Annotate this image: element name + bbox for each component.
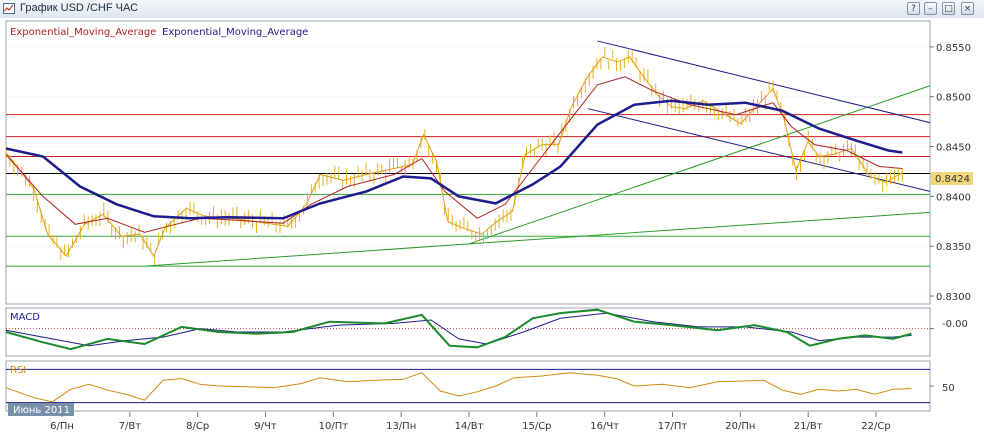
rsi-lines bbox=[5, 368, 934, 404]
macd-main-line bbox=[5, 308, 912, 351]
ema-slow-line bbox=[5, 99, 903, 220]
window-title: График USD /CHF ЧАС bbox=[20, 2, 139, 14]
rsi-line bbox=[5, 372, 912, 403]
price-tick-label: 0.8450 bbox=[936, 143, 971, 154]
time-tick-label: 10/Пт bbox=[319, 421, 349, 432]
time-tick-label: 15/Ср bbox=[522, 421, 551, 432]
time-tick-label: 7/Вт bbox=[119, 421, 142, 432]
maximize-button[interactable]: □ bbox=[942, 2, 955, 15]
price-tick-label: 0.8500 bbox=[936, 93, 971, 104]
trendline[interactable] bbox=[597, 40, 931, 124]
chart-window-icon bbox=[3, 3, 15, 14]
period-badge bbox=[8, 403, 74, 416]
time-tick-label: 22/Ср bbox=[861, 421, 890, 432]
time-tick-label: 13/Пн bbox=[386, 421, 416, 432]
price-pane bbox=[5, 20, 931, 305]
minimize-button[interactable]: – bbox=[924, 2, 937, 15]
price-tick-label: 0.8400 bbox=[936, 192, 971, 203]
time-tick-label: 14/Вт bbox=[455, 421, 484, 432]
period-label: Июнь 2011 bbox=[13, 405, 70, 416]
price-axis: 0.8550 0.8500 0.8450 0.8400 0.8350 0.8300 bbox=[930, 43, 971, 303]
help-button[interactable]: ? bbox=[907, 2, 920, 15]
macd-tick: -0.00 bbox=[942, 319, 968, 330]
chart-area: Exponential_Moving_Average Exponential_M… bbox=[0, 18, 984, 445]
time-tick-label: 9/Чт bbox=[254, 421, 277, 432]
legend-ema-slow: Exponential_Moving_Average bbox=[162, 27, 308, 38]
legend-ema-fast: Exponential_Moving_Average bbox=[10, 27, 156, 38]
time-tick-label: 6/Пн bbox=[50, 421, 74, 432]
time-tick-label: 16/Чт bbox=[590, 421, 619, 432]
trendline[interactable] bbox=[144, 211, 931, 267]
price-tick-label: 0.8350 bbox=[936, 242, 971, 253]
price-tick-label: 0.8550 bbox=[936, 43, 971, 54]
ema-lines bbox=[5, 76, 903, 233]
macd-lines bbox=[5, 308, 934, 351]
macd-label: MACD bbox=[10, 312, 40, 323]
macd-pane bbox=[5, 307, 931, 357]
time-tick-label: 21/Вт bbox=[794, 421, 823, 432]
time-tick-label: 8/Ср bbox=[186, 421, 209, 432]
close-button[interactable]: × bbox=[961, 2, 974, 15]
time-tick-label: 17/Пт bbox=[658, 421, 688, 432]
window-titlebar: График USD /CHF ЧАС ? – □ × bbox=[0, 0, 984, 19]
price-tick-label: 0.8300 bbox=[936, 292, 971, 303]
price-line bbox=[5, 56, 903, 258]
last-price-label: 0.8424 bbox=[935, 174, 970, 185]
trendline[interactable] bbox=[467, 85, 931, 245]
horizontal-levels[interactable] bbox=[6, 114, 930, 267]
rsi-pane bbox=[5, 360, 931, 412]
rsi-tick: 50 bbox=[942, 383, 955, 394]
rsi-label: RSI bbox=[10, 365, 26, 376]
time-tick-label: 20/Пн bbox=[725, 421, 755, 432]
last-price-marker: 0.8424 bbox=[931, 172, 973, 185]
time-axis: 6/Пн 7/Вт 8/Ср 9/Чт 10/Пт 13/Пн 14/Вт 15/Ср 16/Ч… bbox=[50, 412, 891, 432]
